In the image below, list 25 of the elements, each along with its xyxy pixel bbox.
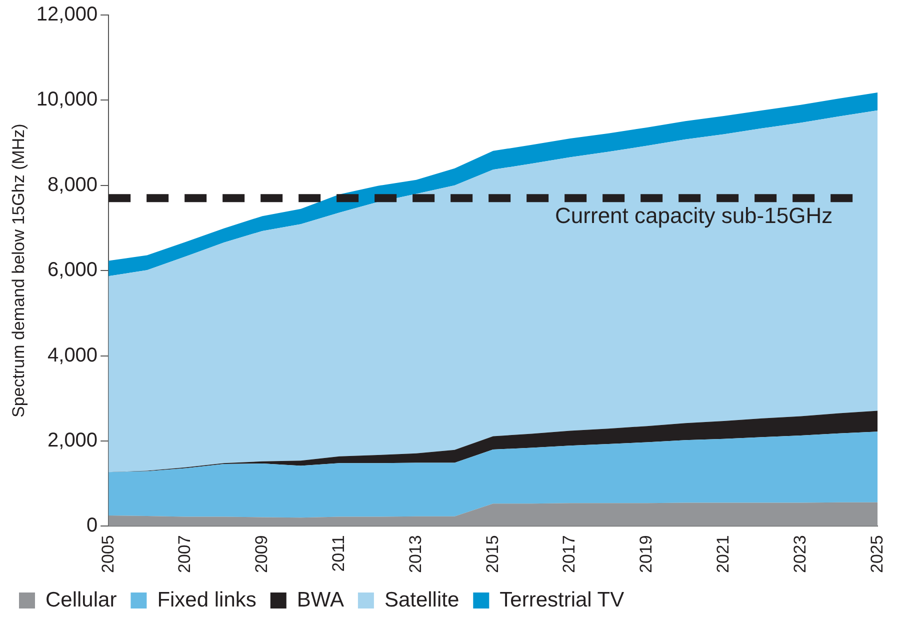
x-tick-label: 2023 bbox=[790, 535, 810, 574]
y-tick-label: 4,000 bbox=[48, 344, 98, 366]
y-tick-label: 8,000 bbox=[48, 174, 98, 196]
x-tick-label: 2025 bbox=[867, 535, 886, 574]
y-tick-label: 6,000 bbox=[48, 259, 98, 282]
x-tick-label: 2005 bbox=[98, 535, 118, 574]
legend-label: Satellite bbox=[384, 588, 460, 612]
y-tick-label: 2,000 bbox=[48, 430, 98, 452]
x-tick-label: 2009 bbox=[252, 535, 272, 574]
x-tick-label: 2007 bbox=[175, 535, 194, 574]
y-axis-title: Spectrum demand below 15Ghz (MHz) bbox=[8, 124, 28, 418]
x-tick-label: 2017 bbox=[560, 535, 579, 574]
legend-label: Fixed links bbox=[157, 588, 256, 612]
legend-label: BWA bbox=[296, 588, 344, 612]
legend-label: Terrestrial TV bbox=[500, 588, 624, 612]
x-tick-label: 2015 bbox=[482, 535, 502, 574]
x-tick-label: 2019 bbox=[636, 535, 656, 574]
x-tick-label: 2021 bbox=[713, 535, 732, 574]
legend-label: Cellular bbox=[46, 588, 117, 612]
ref-line-label: Current capacity sub-15GHz bbox=[555, 203, 833, 228]
y-tick-label: 10,000 bbox=[36, 88, 98, 111]
x-tick-label: 2011 bbox=[328, 535, 348, 572]
x-tick-label: 2013 bbox=[406, 535, 425, 574]
y-tick-label: 12,000 bbox=[36, 4, 98, 26]
y-tick-label: 0 bbox=[86, 514, 98, 537]
